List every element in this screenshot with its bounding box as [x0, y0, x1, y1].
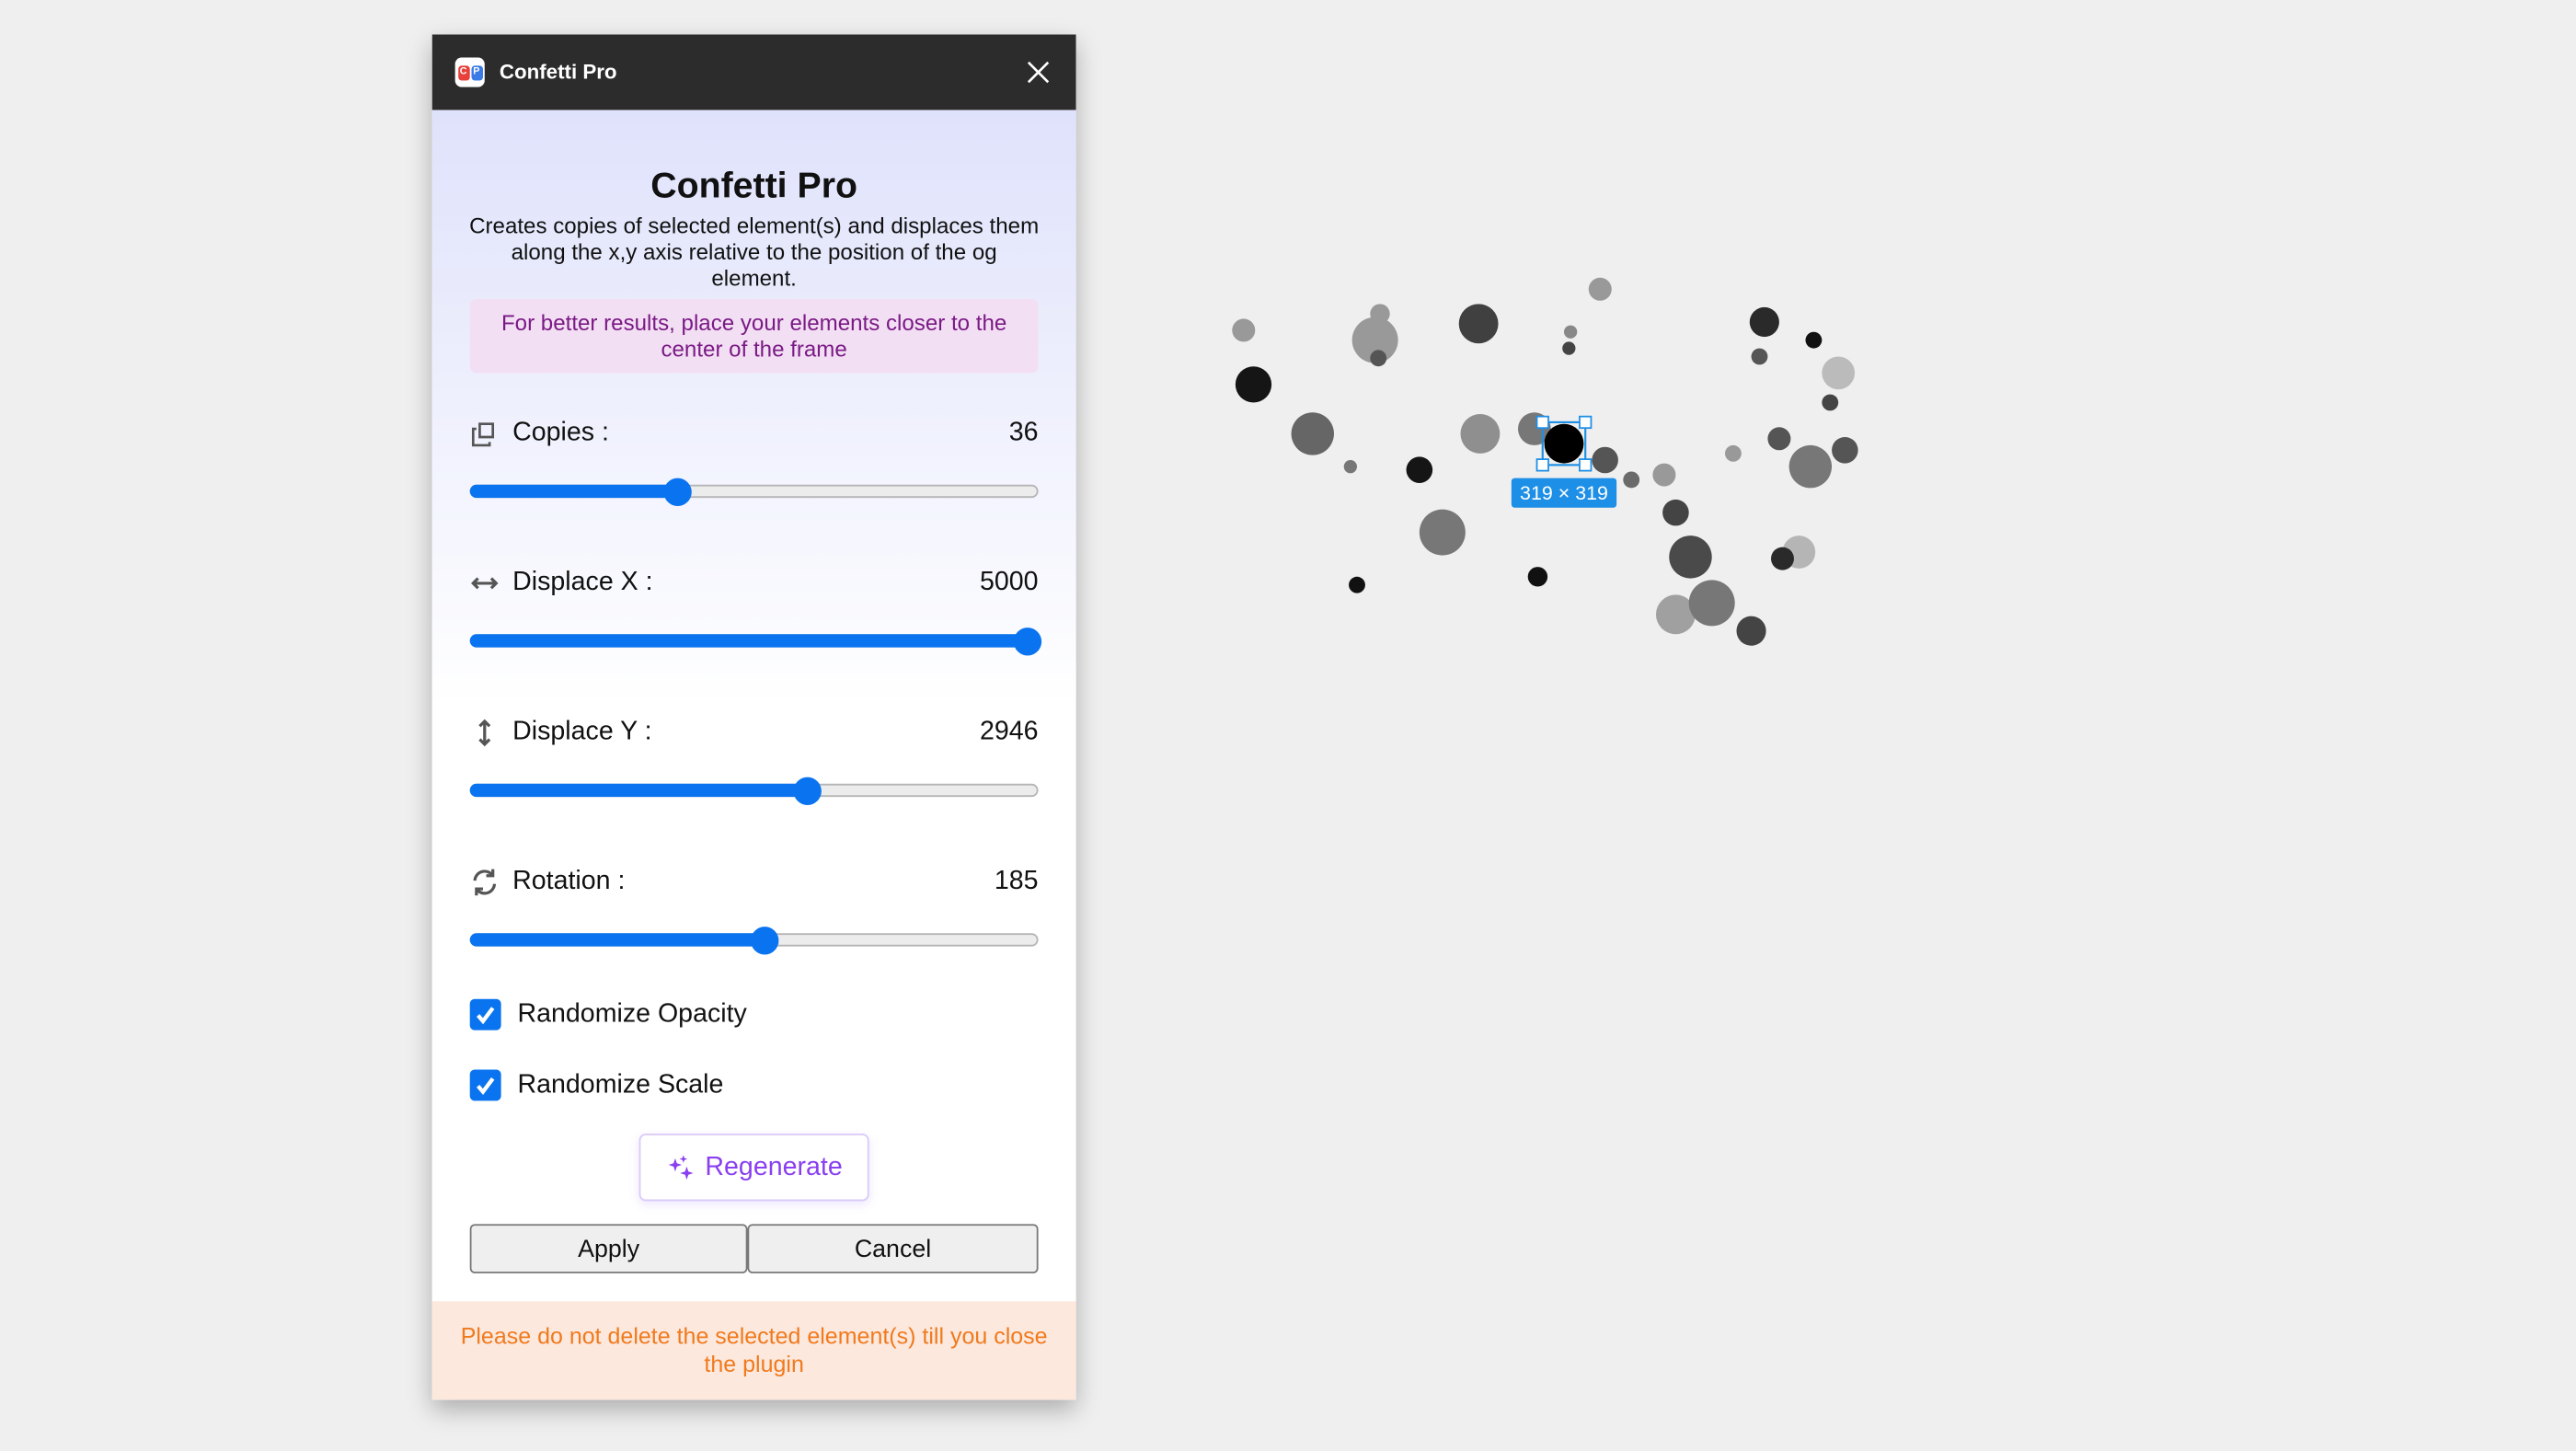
confetti-circle[interactable] — [1662, 499, 1689, 526]
page-title: Confetti Pro — [650, 164, 858, 206]
checkbox-label: Randomize Scale — [517, 1070, 724, 1099]
close-icon[interactable] — [1023, 57, 1052, 86]
confetti-circle[interactable] — [1349, 576, 1365, 593]
confetti-circle[interactable] — [1652, 463, 1676, 487]
randomize-scale-checkbox[interactable]: Randomize Scale — [469, 1069, 724, 1101]
confetti-circle[interactable] — [1805, 331, 1823, 349]
confetti-circle[interactable] — [1592, 446, 1618, 474]
checkbox-label: Randomize Opacity — [517, 999, 747, 1028]
slider-label: Rotation : — [512, 867, 626, 896]
confetti-circle[interactable] — [1822, 356, 1856, 390]
confetti-circle[interactable] — [1832, 436, 1858, 464]
cancel-button[interactable]: Cancel — [747, 1224, 1039, 1273]
confetti-circle[interactable] — [1370, 350, 1387, 367]
confetti-circle[interactable] — [1351, 317, 1398, 363]
slider-label: Displace X : — [512, 568, 653, 597]
confetti-circle[interactable] — [1562, 341, 1576, 355]
confetti-circle[interactable] — [1767, 427, 1791, 451]
slider-fill — [469, 634, 1039, 648]
confetti-circle[interactable] — [1736, 616, 1766, 646]
displacex-slider[interactable] — [469, 628, 1042, 656]
confetti-circle[interactable] — [1688, 580, 1735, 627]
confetti-circle[interactable] — [1563, 325, 1578, 339]
confetti-circle[interactable] — [1655, 594, 1696, 635]
slider-thumb[interactable] — [1013, 628, 1042, 656]
slider-label: Copies : — [512, 419, 609, 447]
confetti-circle[interactable] — [1669, 535, 1712, 579]
regenerate-label: Regenerate — [705, 1152, 843, 1181]
selection-box — [1541, 420, 1587, 466]
confetti-circle[interactable] — [1588, 277, 1612, 301]
apply-button[interactable]: Apply — [469, 1224, 748, 1273]
confetti-circle[interactable] — [1749, 306, 1779, 338]
confetti-circle[interactable] — [1822, 394, 1839, 411]
randomize-opacity-checkbox[interactable]: Randomize Opacity — [469, 998, 747, 1031]
confetti-circle[interactable] — [1343, 459, 1357, 474]
resize-handle[interactable] — [1579, 415, 1593, 430]
slider-value: 185 — [994, 867, 1039, 896]
regenerate-button[interactable]: Regenerate — [638, 1134, 869, 1202]
warning-footer: Please do not delete the selected elemen… — [431, 1301, 1076, 1400]
tip-banner: For better results, place your elements … — [469, 298, 1039, 374]
confetti-circle[interactable] — [1788, 444, 1833, 489]
slider-value: 5000 — [980, 568, 1039, 597]
confetti-circle[interactable] — [1232, 318, 1256, 342]
resize-handle[interactable] — [1535, 458, 1549, 472]
slider-label-group: Copies : — [470, 416, 609, 452]
confetti-circle[interactable] — [1370, 304, 1390, 324]
description: Creates copies of selected element(s) an… — [469, 213, 1040, 292]
confetti-circle[interactable] — [1623, 471, 1640, 489]
confetti-circle[interactable] — [1527, 567, 1548, 587]
slider-fill — [469, 783, 805, 798]
slider-value: 2946 — [980, 718, 1039, 746]
slider-label-group: Displace X : — [470, 565, 653, 601]
slider-label: Displace Y : — [512, 718, 652, 746]
sparkles-icon — [669, 1154, 694, 1180]
slider-thumb[interactable] — [793, 777, 822, 805]
resize-handle[interactable] — [1535, 415, 1549, 430]
slider-row-rotation: Rotation : 185 — [469, 864, 1039, 962]
confetti-circle[interactable] — [1460, 413, 1501, 454]
vertical-arrows-icon — [478, 719, 491, 747]
confetti-circle[interactable] — [1419, 509, 1466, 556]
slider-row-displacey: Displace Y : 2946 — [469, 715, 1039, 813]
window-title: Confetti Pro — [499, 61, 617, 85]
rotation-slider[interactable] — [469, 927, 1039, 955]
copy-icon — [471, 422, 495, 447]
plugin-body: Confetti Pro Creates copies of selected … — [431, 109, 1076, 1302]
slider-value: 36 — [1008, 419, 1039, 447]
horizontal-arrows-icon — [471, 577, 499, 590]
slider-row-copies: Copies : 36 — [469, 416, 1039, 514]
slider-thumb[interactable] — [662, 478, 691, 506]
selected-element[interactable] — [1544, 423, 1584, 464]
confetti-circle[interactable] — [1235, 366, 1272, 403]
confetti-circle[interactable] — [1751, 348, 1768, 365]
slider-row-displacex: Displace X : 5000 — [469, 565, 1042, 663]
confetti-circle[interactable] — [1724, 444, 1742, 462]
resize-handle[interactable] — [1579, 458, 1593, 472]
slider-fill — [469, 933, 763, 947]
rotate-icon — [473, 869, 497, 896]
confetti-circle[interactable] — [1770, 547, 1794, 570]
selection-size-label: 319 × 319 — [1511, 478, 1617, 508]
slider-label-group: Rotation : — [470, 864, 626, 900]
displacey-slider[interactable] — [469, 777, 1039, 805]
checkbox-checked-icon[interactable] — [469, 998, 501, 1031]
checkbox-checked-icon[interactable] — [469, 1069, 501, 1101]
slider-fill — [469, 484, 675, 499]
copies-slider[interactable] — [469, 478, 1039, 506]
confetti-circle[interactable] — [1291, 412, 1334, 455]
slider-thumb[interactable] — [750, 927, 779, 955]
confetti-circle[interactable] — [1406, 456, 1433, 483]
slider-label-group: Displace Y : — [470, 715, 652, 751]
confetti-circle[interactable] — [1458, 304, 1499, 344]
